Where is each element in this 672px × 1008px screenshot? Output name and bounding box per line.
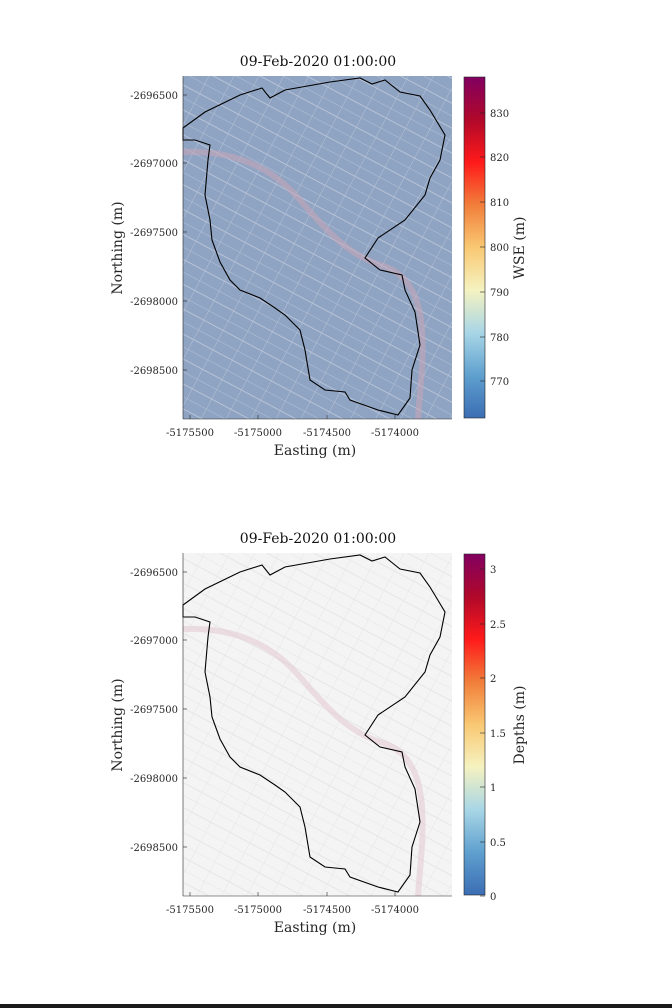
y-tick-label: -2697500 bbox=[130, 705, 178, 716]
x-tick-label: -5174500 bbox=[303, 428, 351, 439]
colorbar-tick-label: 1.5 bbox=[490, 729, 506, 740]
colorbar-tick-label: 2 bbox=[490, 674, 496, 685]
colorbar-tick-label: 770 bbox=[490, 377, 509, 388]
colorbar-tick-label: 0 bbox=[490, 892, 496, 903]
window-bottom-edge bbox=[0, 1004, 672, 1008]
colorbar-label: WSE (m) bbox=[512, 217, 528, 280]
colorbar-label: Depths (m) bbox=[512, 686, 528, 765]
y-axis-label: Northing (m) bbox=[110, 201, 126, 294]
colorbar-tick-label: 780 bbox=[490, 333, 509, 344]
colorbar-tick-label: 820 bbox=[490, 153, 509, 164]
colorbar-ramp bbox=[463, 76, 486, 419]
y-axis: -2696500 -2697000 -2697500 -2698000 -2698500 bbox=[130, 76, 187, 419]
panel-depth: 09-Feb-2020 01:00:00 -5175500 -5175000 -51… bbox=[110, 531, 528, 936]
panel-title: 09-Feb-2020 01:00:00 bbox=[240, 54, 396, 70]
y-axis: -2696500 -2697000 -2697500 -2698000 -2698500 bbox=[130, 553, 187, 896]
colorbar-tick-label: 800 bbox=[490, 243, 509, 254]
y-tick-label: -2697500 bbox=[130, 228, 178, 239]
colorbar-tick-label: 3 bbox=[490, 565, 496, 576]
x-tick-label: -5174000 bbox=[371, 905, 419, 916]
x-axis-label: Easting (m) bbox=[274, 920, 356, 936]
y-tick-label: -2698000 bbox=[130, 297, 178, 308]
colorbar-tick-label: 830 bbox=[490, 109, 509, 120]
y-tick-label: -2696500 bbox=[130, 91, 178, 102]
y-tick-label: -2698500 bbox=[130, 366, 178, 377]
map-area bbox=[182, 553, 452, 897]
colorbar: 0 0.5 1 1.5 2 2.5 3 Depths (m) bbox=[463, 553, 528, 903]
colorbar-tick-label: 0.5 bbox=[490, 838, 506, 849]
panel-wse: 09-Feb-2020 01:00:00 -5175500 -5175000 -51… bbox=[110, 54, 528, 459]
y-tick-label: -2696500 bbox=[130, 568, 178, 579]
x-tick-label: -5174500 bbox=[303, 905, 351, 916]
x-tick-label: -5174000 bbox=[371, 428, 419, 439]
street-texture bbox=[183, 76, 452, 419]
x-tick-label: -5175500 bbox=[166, 905, 214, 916]
street-texture bbox=[183, 553, 452, 896]
colorbar-tick-label: 2.5 bbox=[490, 620, 506, 631]
map-area bbox=[182, 76, 452, 420]
colorbar-ticks: 0 0.5 1 1.5 2 2.5 3 bbox=[480, 565, 506, 903]
x-axis: -5175500 -5175000 -5174500 -5174000 bbox=[166, 892, 452, 916]
colorbar-ticks: 770 780 790 800 810 820 830 bbox=[480, 109, 509, 388]
y-tick-label: -2697000 bbox=[130, 159, 178, 170]
y-tick-label: -2698000 bbox=[130, 774, 178, 785]
x-tick-label: -5175500 bbox=[166, 428, 214, 439]
x-tick-label: -5175000 bbox=[234, 905, 282, 916]
x-axis-label: Easting (m) bbox=[274, 443, 356, 459]
y-tick-label: -2698500 bbox=[130, 843, 178, 854]
colorbar: 770 780 790 800 810 820 830 WSE (m) bbox=[463, 76, 528, 419]
y-axis-label: Northing (m) bbox=[110, 678, 126, 771]
river bbox=[182, 148, 426, 420]
x-axis: -5175500 -5175000 -5174500 -5174000 bbox=[166, 415, 452, 439]
y-tick-label: -2697000 bbox=[130, 636, 178, 647]
catchment-boundary bbox=[182, 77, 446, 416]
colorbar-tick-label: 810 bbox=[490, 198, 509, 209]
colorbar-ramp bbox=[463, 553, 486, 896]
river bbox=[182, 625, 426, 897]
colorbar-tick-label: 1 bbox=[490, 783, 496, 794]
x-tick-label: -5175000 bbox=[234, 428, 282, 439]
panel-title: 09-Feb-2020 01:00:00 bbox=[240, 531, 396, 547]
catchment-boundary bbox=[182, 554, 446, 893]
colorbar-tick-label: 790 bbox=[490, 288, 509, 299]
